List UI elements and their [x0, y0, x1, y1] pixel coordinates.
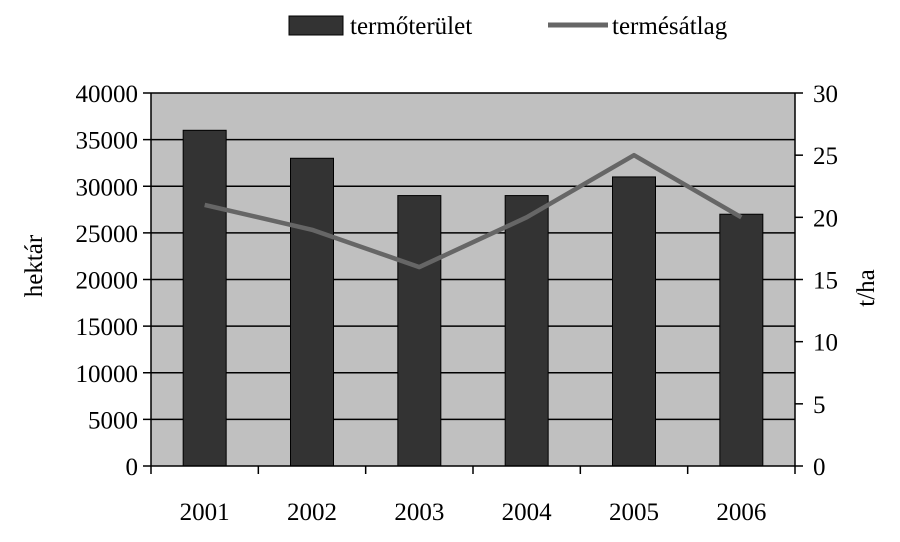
y-tick-label-left: 10000 [76, 361, 139, 388]
bar-2003 [397, 195, 442, 467]
legend-swatch-termoterulet [288, 15, 344, 36]
y-tick-label-left: 30000 [76, 174, 139, 201]
legend: termőterület termésátlag [288, 13, 728, 40]
x-tick-label-2004: 2004 [502, 499, 553, 526]
x-tick-label-2001: 2001 [180, 499, 230, 526]
x-tick-label-2006: 2006 [716, 499, 766, 526]
y-tick-label-right: 20 [813, 205, 838, 232]
y-axis-title-left: hektár [21, 234, 48, 297]
y-tick-label-right: 15 [813, 268, 838, 295]
bar-2002 [290, 157, 334, 467]
y-tick-label-right: 5 [813, 392, 826, 419]
y-tick-label-left: 25000 [76, 221, 139, 248]
y-tick-label-left: 5000 [88, 407, 138, 434]
y-tick-label-left: 15000 [76, 314, 139, 341]
y-axis-title-right: t/ha [853, 269, 880, 307]
bar-2004 [504, 195, 549, 467]
plot-area: 0 5000 10000 15000 20000 25000 30000 35000 40000… [76, 81, 839, 526]
y-tick-label-right: 25 [813, 143, 838, 170]
legend-label-termesatlag: termésátlag [612, 13, 728, 40]
bar-2005 [612, 176, 656, 467]
bar-2001 [182, 129, 227, 467]
line-series-termesatlag [204, 152, 743, 270]
y-tick-label-left: 20000 [76, 268, 139, 295]
legend-label-termoterulet: termőterület [350, 13, 472, 40]
x-tick-label-2002: 2002 [287, 499, 337, 526]
y-tick-label-left: 35000 [76, 128, 139, 155]
x-tick-label-2005: 2005 [609, 499, 659, 526]
y-tick-label-left: 40000 [76, 81, 139, 108]
bar-2006 [719, 213, 764, 467]
x-tick-label-2003: 2003 [394, 499, 444, 526]
y-tick-label-right: 0 [813, 454, 826, 481]
y-tick-label-right: 30 [813, 81, 838, 108]
y-tick-label-left: 0 [126, 454, 139, 481]
y-tick-label-right: 10 [813, 330, 838, 357]
